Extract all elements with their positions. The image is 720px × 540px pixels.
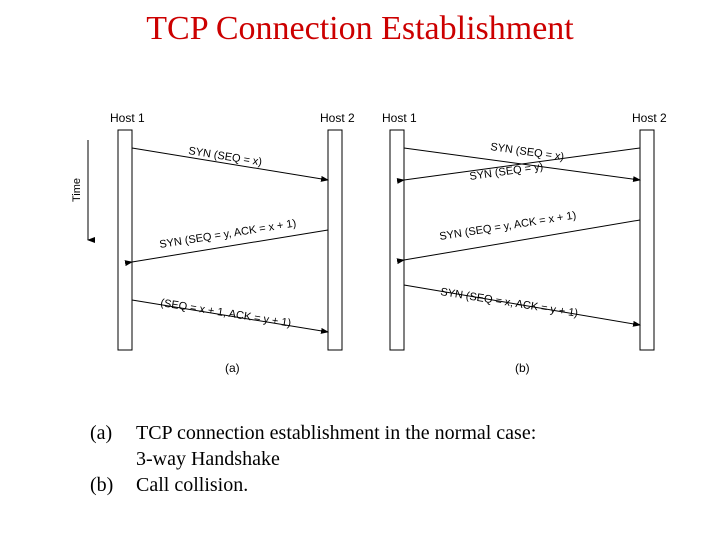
msg-a3-label: (SEQ = x + 1, ACK = y + 1) [160, 297, 292, 330]
caption-b-text: Call collision. [136, 472, 650, 498]
msg-b2-label: SYN (SEQ = y) [469, 161, 544, 183]
caption-a-tag: (a) [90, 420, 136, 472]
panel-b-tag: (b) [515, 361, 530, 375]
host1-label-b: Host 1 [382, 111, 417, 125]
caption-a-line2: 3-way Handshake [136, 448, 280, 470]
host2-label-a: Host 2 [320, 111, 355, 125]
panel-a: Host 1 Host 2 Time SYN (SEQ = x) SYN (SE… [71, 111, 355, 375]
host2-bar-a [328, 130, 342, 350]
caption-block: (a) TCP connection establishment in the … [90, 420, 650, 498]
msg-b4-label: SYN (SEQ = x, ACK = y + 1) [440, 286, 579, 320]
panel-b: Host 1 Host 2 SYN (SEQ = x) SYN (SEQ = y… [382, 111, 667, 375]
host1-bar-b [390, 130, 404, 350]
caption-b-tag: (b) [90, 472, 136, 498]
sequence-diagram: Host 1 Host 2 Time SYN (SEQ = x) SYN (SE… [70, 110, 670, 390]
caption-a-line1: TCP connection establishment in the norm… [136, 422, 536, 444]
time-label: Time [71, 178, 83, 202]
host2-label-b: Host 2 [632, 111, 667, 125]
msg-b3-label: SYN (SEQ = y, ACK = x + 1) [439, 209, 577, 242]
host1-bar-a [118, 130, 132, 350]
panel-a-tag: (a) [225, 361, 240, 375]
msg-a1-label: SYN (SEQ = x) [188, 145, 263, 168]
host2-bar-b [640, 130, 654, 350]
host1-label-a: Host 1 [110, 111, 145, 125]
page-title: TCP Connection Establishment [0, 10, 720, 48]
